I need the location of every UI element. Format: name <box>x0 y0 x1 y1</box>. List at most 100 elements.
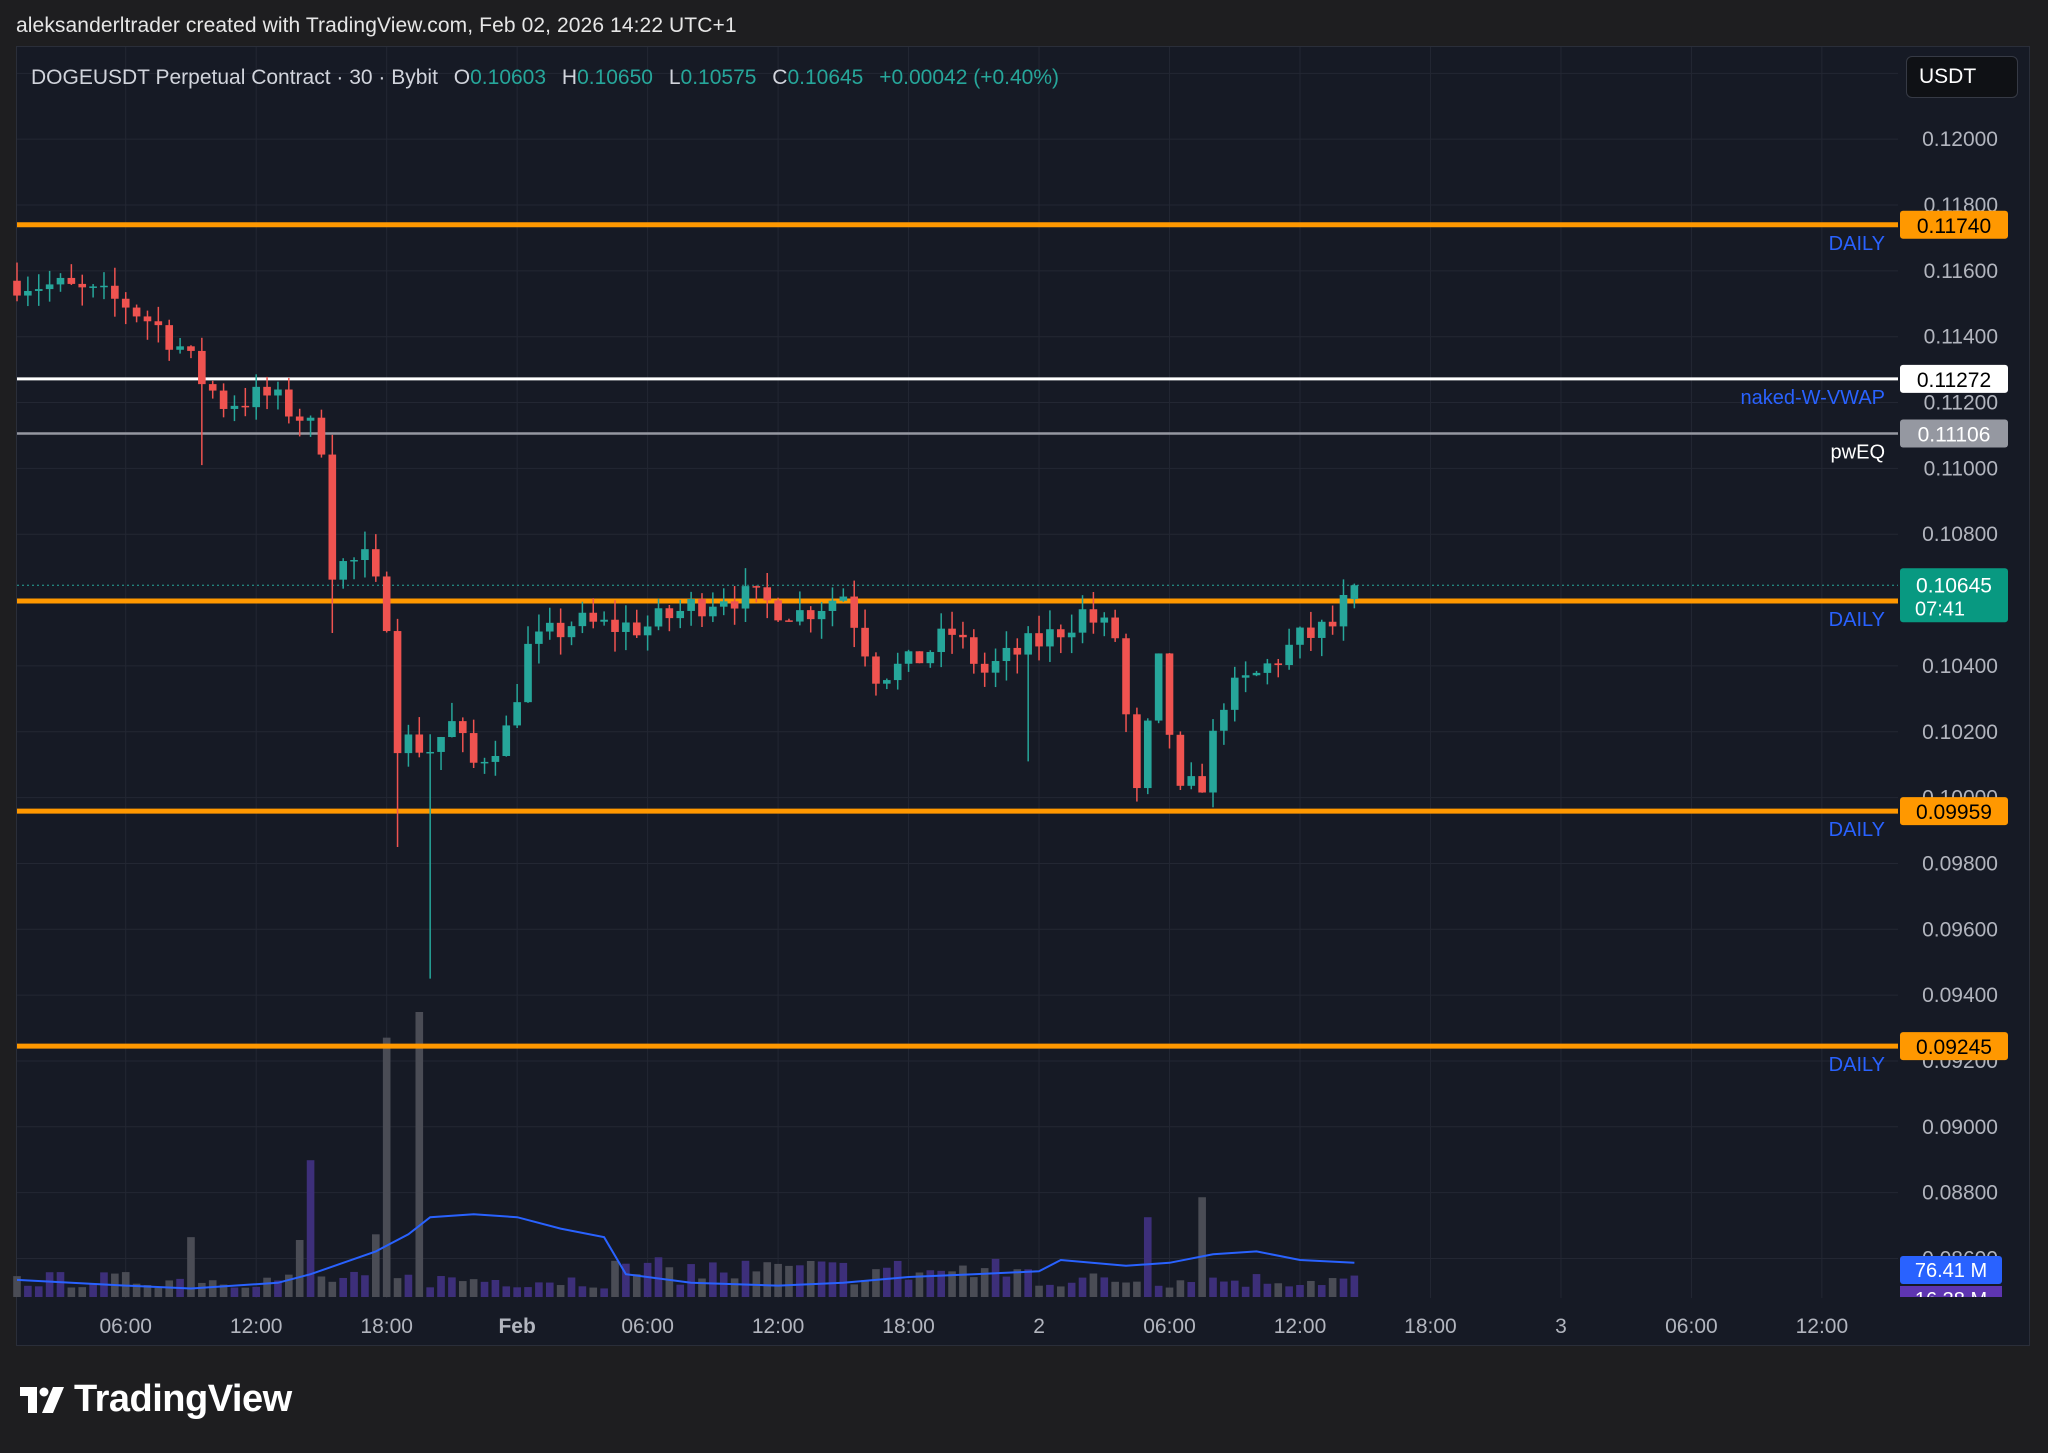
volume-bar <box>687 1264 695 1297</box>
candle-body <box>719 601 728 607</box>
candle-body <box>176 346 184 350</box>
volume-bar <box>1002 1276 1011 1297</box>
volume-ma-badge <box>1900 1256 2002 1284</box>
volume-bar <box>632 1274 641 1297</box>
candle-body <box>1035 633 1043 647</box>
volume-bar <box>89 1283 97 1297</box>
x-tick-label: 06:00 <box>1665 1315 1718 1338</box>
volume-bar <box>872 1269 880 1297</box>
candle-body <box>861 627 869 657</box>
volume-bar <box>926 1270 935 1297</box>
candle-body <box>556 622 565 638</box>
candle-body <box>45 284 54 290</box>
candle-body <box>839 596 848 601</box>
candle-body <box>904 651 913 664</box>
volume-bar <box>415 1012 424 1297</box>
candle-body <box>1285 644 1293 666</box>
price-badge <box>1900 1032 2008 1061</box>
candle-body <box>34 289 43 291</box>
volume-ma-label: 76.41 M <box>1915 1260 1987 1282</box>
level-tag: pwEQ <box>1831 441 1885 463</box>
candle-body <box>1024 633 1032 655</box>
volume-bar <box>915 1272 924 1297</box>
candle-body <box>502 725 511 756</box>
y-tick-label: 0.09600 <box>1922 918 1998 941</box>
volume-bar <box>1285 1286 1293 1297</box>
candle-body <box>1230 677 1239 710</box>
candle-body <box>437 737 445 752</box>
volume-bar <box>1111 1281 1119 1297</box>
volume-bar <box>491 1279 500 1297</box>
symbol-title[interactable]: DOGEUSDT Perpetual Contract · 30 · Bybit <box>31 66 438 89</box>
candle-body <box>469 733 478 763</box>
candle-body <box>970 637 978 664</box>
candle-body <box>654 608 663 627</box>
candle-body <box>187 346 195 351</box>
volume-bar <box>1122 1282 1130 1297</box>
volume-bar <box>437 1276 445 1297</box>
candle-body <box>1274 663 1283 666</box>
candle-body <box>154 321 163 326</box>
candle-body <box>611 619 619 632</box>
candle-body <box>1350 585 1359 600</box>
volume-bar <box>458 1281 467 1297</box>
volume-bar <box>806 1260 815 1297</box>
volume-bar <box>480 1281 489 1297</box>
volume-bar <box>328 1281 337 1297</box>
volume-bar <box>339 1277 347 1297</box>
y-tick-label: 0.09000 <box>1922 1116 1998 1139</box>
candle-body <box>241 405 250 408</box>
y-tick-label: 0.10400 <box>1922 655 1998 678</box>
volume-bar <box>426 1287 434 1297</box>
volume-bar <box>1046 1284 1054 1297</box>
volume-bar <box>393 1278 402 1297</box>
volume-bar <box>317 1276 326 1297</box>
volume-bar <box>448 1277 456 1297</box>
y-tick-label: 0.12000 <box>1922 128 1998 151</box>
candle-body <box>1154 653 1163 721</box>
volume-bar <box>948 1271 956 1297</box>
chart-pane[interactable] <box>16 46 2030 1346</box>
volume-bar <box>828 1262 837 1297</box>
price-badge <box>1900 364 2008 393</box>
candle-body <box>1187 776 1196 786</box>
candle-body <box>1296 627 1304 645</box>
candle-body <box>393 631 402 754</box>
candle-body <box>1078 609 1087 633</box>
volume-bar <box>78 1287 87 1297</box>
y-tick-label: 0.11000 <box>1924 457 1998 480</box>
volume-bar <box>198 1282 206 1297</box>
candle-body <box>524 643 532 703</box>
currency-button[interactable]: USDT <box>1906 56 2018 98</box>
close-label: C <box>772 66 788 89</box>
volume-bar <box>763 1262 772 1297</box>
candle-body <box>991 661 1000 673</box>
volume-bar <box>839 1262 848 1297</box>
volume-bar <box>1274 1283 1283 1297</box>
candle-body <box>480 761 489 764</box>
x-tick-label: 06:00 <box>1143 1315 1196 1338</box>
candle-body <box>1263 663 1272 673</box>
volume-bar <box>306 1160 315 1297</box>
candle-body <box>1067 632 1076 638</box>
level-tag: naked-W-VWAP <box>1741 387 1885 409</box>
candle-body <box>1143 720 1152 789</box>
y-tick-label: 0.09400 <box>1922 984 1998 1007</box>
candle-body <box>1198 776 1206 793</box>
open-label: O <box>453 66 471 89</box>
volume-bar <box>730 1278 739 1297</box>
x-tick-label: 3 <box>1555 1315 1567 1338</box>
high-label: H <box>561 66 578 89</box>
level-tag: DAILY <box>1829 1054 1885 1076</box>
candle-body <box>545 622 554 632</box>
volume-bar <box>524 1287 532 1297</box>
price-badge-label: 0.11106 <box>1918 423 1991 446</box>
volume-bar <box>535 1282 543 1297</box>
price-badge-label: 0.11272 <box>1917 369 1991 392</box>
candle-body <box>1111 617 1119 639</box>
y-tick-label: 0.10200 <box>1922 721 1998 744</box>
candle-body <box>426 751 434 754</box>
chart-credit: aleksanderltrader created with TradingVi… <box>16 14 737 37</box>
candle-body <box>567 626 576 638</box>
